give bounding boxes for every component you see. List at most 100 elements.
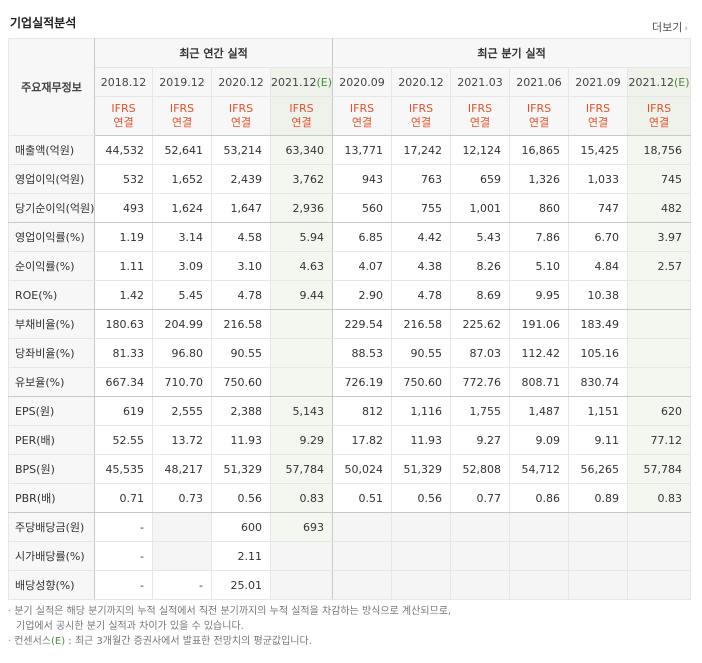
table-cell: 57,784: [627, 454, 692, 484]
table-cell: 87.03: [450, 338, 511, 368]
table-cell: 17,242: [391, 135, 452, 165]
table-cell: 2,936: [269, 193, 334, 223]
row-label: PBR(배): [8, 483, 95, 513]
table-cell: 8.26: [450, 251, 511, 281]
table-cell: 560: [332, 193, 393, 223]
ifrs-consolidated-header: IFRS 연결: [94, 96, 153, 136]
table-cell: 1,487: [509, 396, 570, 426]
table-cell: 56,265: [568, 454, 629, 484]
period-header: 2020.12: [211, 67, 271, 97]
table-row: 당기순이익(억원) 493 1,624 1,647 2,936 560 755 1,001 86…: [8, 193, 692, 223]
table-cell: 3.14: [152, 222, 212, 252]
table-cell: [509, 512, 570, 542]
row-label: 매출액(억원): [8, 135, 95, 165]
table-row: 주당배당금(원) - 600 693: [8, 512, 692, 542]
table-cell: 1,326: [509, 164, 570, 194]
row-label: 영업이익(억원): [8, 164, 95, 194]
table-cell: [627, 367, 692, 397]
table-cell: 6.85: [332, 222, 393, 252]
table-cell: 3.97: [627, 222, 692, 252]
table-cell: 53,214: [211, 135, 271, 165]
table-cell: 183.49: [568, 309, 629, 339]
table-cell: 225.62: [450, 309, 511, 339]
table-cell: 4.38: [391, 251, 452, 281]
table-cell: 1,755: [450, 396, 511, 426]
table-cell: 63,340: [269, 135, 334, 165]
table-cell: 1.19: [94, 222, 153, 252]
table-cell: 5.94: [269, 222, 334, 252]
table-cell: 5,143: [269, 396, 334, 426]
table-cell: 1,652: [152, 164, 212, 194]
table-cell: [627, 280, 692, 310]
table-cell: [269, 570, 334, 600]
table-cell: 4.07: [332, 251, 393, 281]
more-label[interactable]: 더보기: [652, 21, 683, 34]
table-cell: 0.83: [269, 483, 334, 513]
table-cell: 2,388: [211, 396, 271, 426]
table-row: ROE(%) 1.42 5.45 4.78 9.44 2.90 4.78 8.69 9.95 10…: [8, 280, 692, 310]
table-cell: -: [94, 541, 153, 571]
table-cell: 755: [391, 193, 452, 223]
table-cell: [391, 512, 452, 542]
table-cell: 105.16: [568, 338, 629, 368]
table-row: 당좌비율(%) 81.33 96.80 90.55 88.53 90.55 87.03 112…: [8, 338, 692, 368]
table-cell: 1,033: [568, 164, 629, 194]
table-cell: 812: [332, 396, 393, 426]
table-cell: 13,771: [332, 135, 393, 165]
table-cell: 726.19: [332, 367, 393, 397]
quarter-group-header: 최근 분기 실적: [332, 38, 692, 68]
table-cell: [568, 541, 629, 571]
table-cell: [627, 512, 692, 542]
table-cell: 659: [450, 164, 511, 194]
footnote-1-cont: 기업에서 공시한 분기 실적과 차이가 있을 수 있습니다.: [16, 621, 244, 632]
table-cell: 54,712: [509, 454, 570, 484]
ifrs-consolidated-header: IFRS 연결: [509, 96, 570, 136]
table-cell: 9.09: [509, 425, 570, 455]
table-cell: 3,762: [269, 164, 334, 194]
more-link[interactable]: 더보기 ›: [652, 19, 688, 35]
table-cell: 0.73: [152, 483, 212, 513]
table-cell: 693: [269, 512, 334, 542]
table-cell: [332, 570, 393, 600]
table-cell: 0.83: [627, 483, 692, 513]
table-cell: 745: [627, 164, 692, 194]
table-row: 영업이익률(%) 1.19 3.14 4.58 5.94 6.85 4.42 5.43 7.86…: [8, 222, 692, 252]
table-cell: [269, 541, 334, 571]
table-cell: 44,532: [94, 135, 153, 165]
table-cell: [152, 512, 212, 542]
period-header: 2021.12(E): [269, 67, 334, 97]
footnotes: · 분기 실적은 해당 분기까지의 누적 실적에서 직전 분기까지의 누적 실적을…: [8, 604, 451, 649]
period-header: 2019.12: [152, 67, 212, 97]
table-cell: 204.99: [152, 309, 212, 339]
period-header: 2018.12: [94, 67, 153, 97]
table-cell: 11.93: [391, 425, 452, 455]
table-cell: 112.42: [509, 338, 570, 368]
table-row: 매출액(억원) 44,532 52,641 53,214 63,340 13,771 17,…: [8, 135, 692, 165]
table-cell: -: [94, 512, 153, 542]
row-label: 당좌비율(%): [8, 338, 95, 368]
table-row: 순이익률(%) 1.11 3.09 3.10 4.63 4.07 4.38 8.26 5.10 4…: [8, 251, 692, 281]
table-cell: 1,624: [152, 193, 212, 223]
row-label: ROE(%): [8, 280, 95, 310]
table-row: 시가배당률(%) - 2.11: [8, 541, 692, 571]
table-cell: 1,116: [391, 396, 452, 426]
table-cell: [269, 309, 334, 339]
table-cell: [509, 570, 570, 600]
table-cell: [568, 512, 629, 542]
row-label: 당기순이익(억원): [8, 193, 95, 223]
table-cell: 620: [627, 396, 692, 426]
table-cell: [152, 541, 212, 571]
table-cell: 3.09: [152, 251, 212, 281]
row-label: 순이익률(%): [8, 251, 95, 281]
table-cell: 1,001: [450, 193, 511, 223]
table-cell: 9.27: [450, 425, 511, 455]
table-cell: 16,865: [509, 135, 570, 165]
period-header: 2021.09: [568, 67, 629, 97]
table-cell: 0.86: [509, 483, 570, 513]
row-label: 주당배당금(원): [8, 512, 95, 542]
ifrs-consolidated-header: IFRS 연결: [332, 96, 393, 136]
table-cell: [627, 541, 692, 571]
row-label: 시가배당률(%): [8, 541, 95, 571]
table-cell: 4.58: [211, 222, 271, 252]
table-cell: 750.60: [211, 367, 271, 397]
